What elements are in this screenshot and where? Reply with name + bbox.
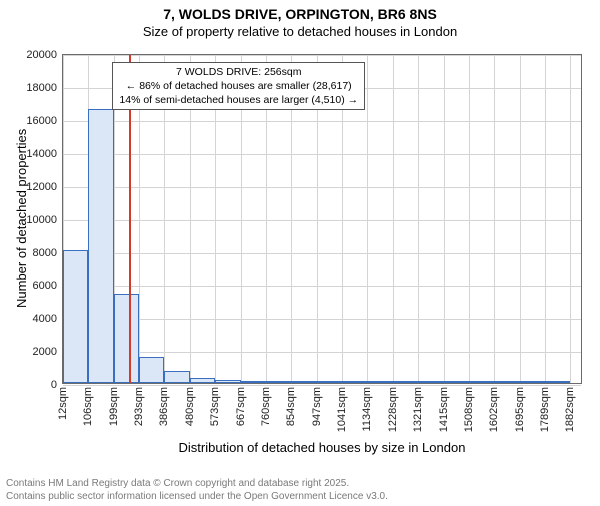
xtick-label: 760sqm (260, 387, 272, 426)
xtick-label: 1695sqm (514, 387, 526, 432)
xtick-label: 854sqm (285, 387, 297, 426)
ytick-label: 16000 (26, 115, 57, 127)
xtick-label: 12sqm (57, 387, 69, 420)
xtick-label: 199sqm (108, 387, 120, 426)
histogram-bar (63, 250, 88, 383)
histogram-bar (190, 378, 215, 383)
gridline-horizontal (63, 121, 581, 122)
ytick-label: 8000 (33, 247, 57, 259)
xtick-label: 1602sqm (488, 387, 500, 432)
xtick-label: 293sqm (133, 387, 145, 426)
annotation-line3: 14% of semi-detached houses are larger (… (119, 93, 358, 107)
ytick-label: 20000 (26, 49, 57, 61)
histogram-bar (494, 381, 519, 383)
gridline-horizontal (63, 55, 581, 56)
xtick-label: 1508sqm (463, 387, 475, 432)
x-axis-label: Distribution of detached houses by size … (62, 440, 582, 455)
xtick-label: 1134sqm (361, 387, 373, 431)
histogram-bar (88, 109, 113, 383)
plot-area: 0200040006000800010000120001400016000180… (62, 54, 582, 384)
histogram-bar (114, 294, 139, 383)
annotation-box: 7 WOLDS DRIVE: 256sqm← 86% of detached h… (112, 62, 365, 111)
xtick-label: 1041sqm (336, 387, 348, 432)
ytick-label: 12000 (26, 181, 57, 193)
gridline-horizontal (63, 385, 581, 386)
title-main: 7, WOLDS DRIVE, ORPINGTON, BR6 8NS (0, 6, 600, 22)
ytick-label: 18000 (26, 82, 57, 94)
xtick-label: 1228sqm (387, 387, 399, 432)
xtick-label: 106sqm (82, 387, 94, 426)
xtick-label: 1415sqm (438, 387, 450, 432)
histogram-bar (418, 381, 443, 383)
footer-line1: Contains HM Land Registry data © Crown c… (6, 478, 388, 491)
xtick-label: 573sqm (209, 387, 221, 426)
gridline-horizontal (63, 220, 581, 221)
gridline-horizontal (63, 187, 581, 188)
ytick-label: 4000 (33, 313, 57, 325)
chart-container: Number of detached properties 0200040006… (0, 48, 600, 458)
gridline-vertical (367, 55, 368, 383)
gridline-horizontal (63, 352, 581, 353)
gridline-vertical (570, 55, 571, 383)
histogram-bar (317, 381, 342, 383)
gridline-vertical (469, 55, 470, 383)
gridline-vertical (418, 55, 419, 383)
histogram-bar (393, 381, 418, 383)
ytick-label: 14000 (26, 148, 57, 160)
ytick-label: 2000 (33, 346, 57, 358)
xtick-label: 1321sqm (412, 387, 424, 432)
ytick-label: 10000 (26, 214, 57, 226)
ytick-label: 6000 (33, 280, 57, 292)
gridline-vertical (520, 55, 521, 383)
histogram-bar (241, 381, 266, 383)
histogram-bar (469, 381, 494, 383)
gridline-vertical (494, 55, 495, 383)
histogram-bar (139, 357, 164, 383)
xtick-label: 480sqm (184, 387, 196, 426)
histogram-bar (444, 381, 469, 383)
title-sub: Size of property relative to detached ho… (0, 24, 600, 39)
gridline-vertical (444, 55, 445, 383)
histogram-bar (367, 381, 392, 383)
xtick-label: 947sqm (311, 387, 323, 426)
gridline-vertical (545, 55, 546, 383)
xtick-label: 1882sqm (564, 387, 576, 432)
histogram-bar (291, 381, 316, 383)
histogram-bar (520, 381, 545, 383)
histogram-bar (164, 371, 189, 383)
xtick-label: 386sqm (158, 387, 170, 426)
histogram-bar (342, 381, 367, 383)
footer-attribution: Contains HM Land Registry data © Crown c… (6, 478, 388, 503)
gridline-horizontal (63, 286, 581, 287)
gridline-horizontal (63, 154, 581, 155)
histogram-bar (545, 381, 570, 383)
gridline-horizontal (63, 319, 581, 320)
footer-line2: Contains public sector information licen… (6, 491, 388, 504)
gridline-vertical (393, 55, 394, 383)
xtick-label: 1789sqm (539, 387, 551, 432)
histogram-bar (266, 381, 291, 383)
histogram-bar (215, 380, 240, 383)
annotation-line1: 7 WOLDS DRIVE: 256sqm (119, 65, 358, 79)
gridline-horizontal (63, 253, 581, 254)
xtick-label: 667sqm (235, 387, 247, 426)
annotation-line2: ← 86% of detached houses are smaller (28… (119, 79, 358, 93)
